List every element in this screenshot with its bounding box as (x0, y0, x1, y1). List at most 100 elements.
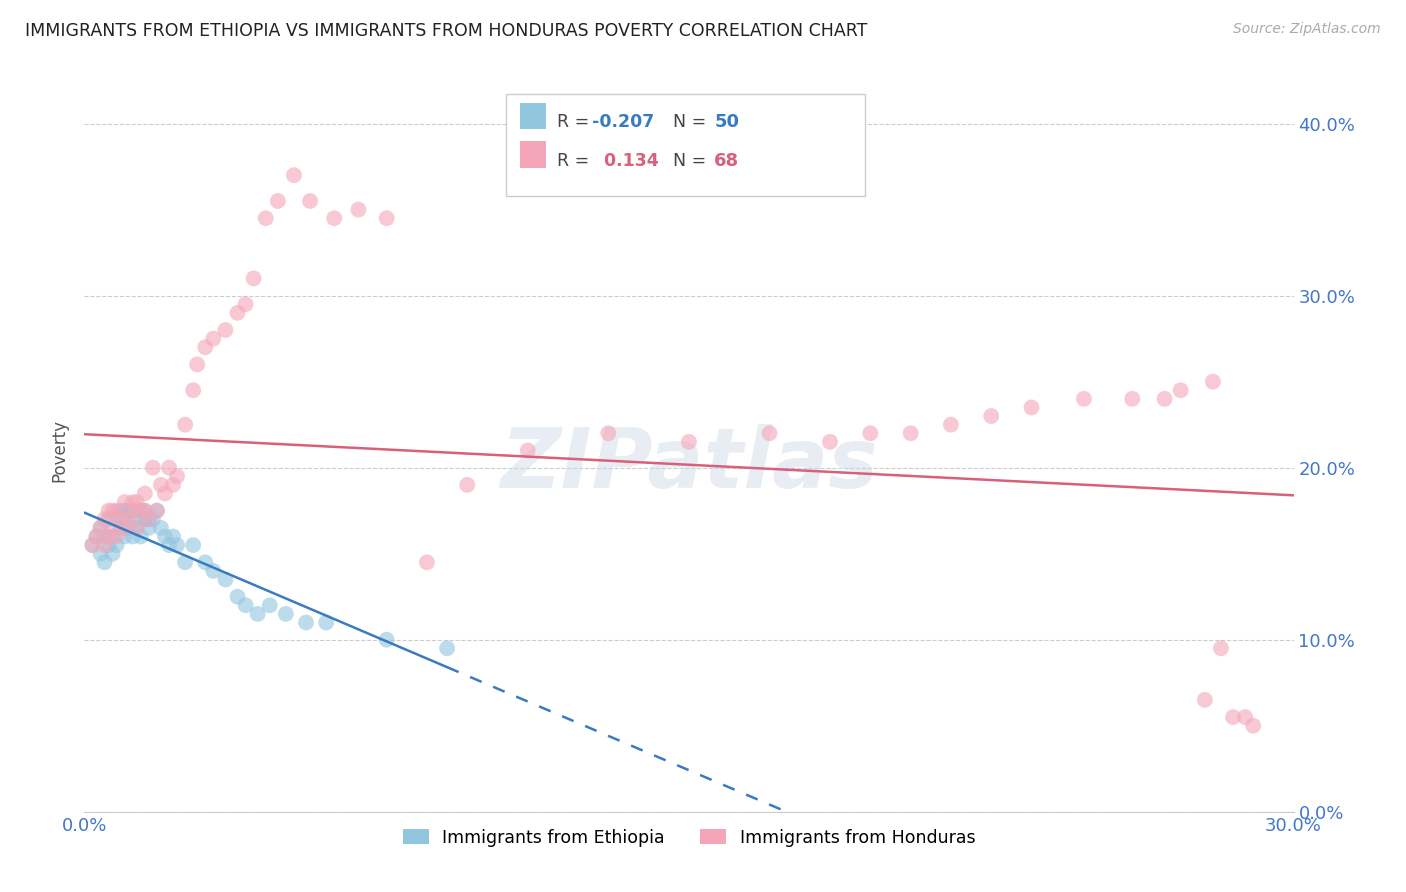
Point (142, 512, 165, 526)
Point (283, 168, 305, 182)
Point (259, 599, 281, 613)
Point (149, 478, 172, 492)
Point (105, 538, 128, 552)
Point (105, 503, 128, 517)
Point (134, 486, 156, 500)
Point (323, 211, 346, 226)
Point (436, 641, 458, 656)
Point (101, 521, 124, 535)
Point (375, 211, 398, 226)
Point (121, 529, 143, 543)
Point (97, 538, 120, 552)
Point (1222, 710, 1244, 724)
Point (194, 340, 217, 354)
Point (315, 615, 337, 630)
Point (174, 555, 197, 569)
Point (254, 211, 277, 226)
Point (153, 486, 176, 500)
Point (598, 426, 620, 441)
Point (125, 512, 148, 526)
Point (267, 194, 290, 208)
Point (456, 478, 478, 492)
Point (138, 512, 160, 526)
Text: -0.207: -0.207 (592, 113, 654, 131)
Point (516, 443, 538, 458)
Point (1021, 401, 1043, 415)
Text: 68: 68 (714, 152, 740, 169)
Point (110, 512, 132, 526)
Point (110, 503, 132, 517)
Point (202, 332, 225, 346)
Point (86, 529, 108, 543)
Point (226, 590, 249, 604)
Point (758, 426, 780, 441)
Text: R =: R = (557, 113, 595, 131)
Point (174, 417, 197, 432)
Point (1209, 641, 1232, 656)
Point (1234, 710, 1257, 724)
Point (242, 271, 264, 285)
Point (118, 503, 141, 517)
Point (162, 529, 184, 543)
Point (93, 512, 115, 526)
Point (214, 323, 236, 337)
Point (375, 632, 398, 647)
Point (162, 478, 184, 492)
Point (105, 529, 128, 543)
Point (97, 512, 120, 526)
Point (93, 529, 115, 543)
Point (153, 529, 176, 543)
Point (416, 555, 439, 569)
Point (129, 503, 152, 517)
Point (194, 555, 217, 569)
Text: R =: R = (557, 152, 595, 169)
Text: N =: N = (662, 152, 711, 169)
Point (134, 503, 156, 517)
Point (134, 512, 156, 526)
Point (97, 529, 120, 543)
Point (82, 538, 104, 552)
Point (246, 607, 269, 621)
Point (181, 538, 204, 552)
Point (274, 607, 297, 621)
Point (97, 503, 120, 517)
Point (118, 521, 141, 535)
Point (347, 202, 370, 217)
Point (86, 529, 108, 543)
Point (89, 547, 111, 561)
Point (105, 512, 128, 526)
Point (114, 495, 136, 509)
Point (110, 521, 132, 535)
Point (900, 426, 922, 441)
Point (129, 529, 152, 543)
Legend: Immigrants from Ethiopia, Immigrants from Honduras: Immigrants from Ethiopia, Immigrants fro… (395, 822, 983, 854)
Point (121, 503, 143, 517)
Point (1241, 719, 1264, 733)
Point (125, 521, 148, 535)
Point (226, 306, 249, 320)
Point (101, 503, 124, 517)
Point (859, 426, 882, 441)
Point (138, 512, 160, 526)
Point (181, 384, 204, 398)
Text: N =: N = (662, 113, 711, 131)
Point (186, 358, 208, 372)
Point (125, 521, 148, 535)
Point (93, 538, 115, 552)
Point (89, 521, 111, 535)
Point (121, 503, 143, 517)
Point (1202, 375, 1225, 389)
Point (129, 503, 152, 517)
Point (146, 503, 169, 517)
Point (101, 547, 124, 561)
Point (818, 434, 841, 449)
Text: IMMIGRANTS FROM ETHIOPIA VS IMMIGRANTS FROM HONDURAS POVERTY CORRELATION CHART: IMMIGRANTS FROM ETHIOPIA VS IMMIGRANTS F… (25, 22, 868, 40)
Y-axis label: Poverty: Poverty (51, 419, 69, 482)
Point (980, 409, 1002, 423)
Point (101, 529, 124, 543)
Point (235, 599, 257, 613)
Point (149, 521, 172, 535)
Point (1073, 392, 1095, 406)
Point (202, 564, 225, 578)
Point (89, 521, 111, 535)
